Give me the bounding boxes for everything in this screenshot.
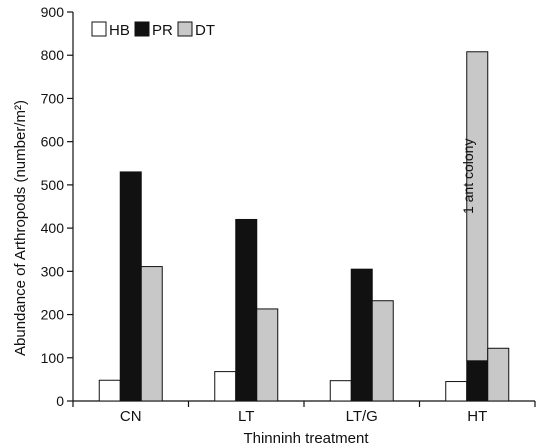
y-tick-label: 0 — [56, 393, 64, 409]
x-axis-title: Thinninh treatment — [243, 430, 369, 447]
x-tick-label: LT/G — [346, 408, 378, 425]
bar-pr — [235, 218, 258, 402]
legend-swatch-hb — [91, 21, 107, 37]
legend: HB PR DT — [91, 21, 215, 39]
y-tick-label: 400 — [41, 220, 65, 236]
bar-dt — [487, 347, 510, 402]
y-tick-label: 800 — [41, 47, 65, 63]
bar-pr — [119, 171, 142, 402]
y-tick-label: 500 — [41, 177, 65, 193]
x-tick-label: LT — [238, 408, 254, 425]
legend-label-hb: HB — [109, 22, 130, 39]
bar-hb — [445, 381, 468, 402]
y-tick-label: 100 — [41, 350, 65, 366]
x-tick-label: CN — [120, 408, 142, 425]
legend-label-pr: PR — [152, 22, 173, 39]
y-tick-label: 300 — [41, 263, 65, 279]
y-tick-label: 200 — [41, 307, 65, 323]
y-tick-label: 600 — [41, 134, 65, 150]
bar-pr — [466, 360, 489, 402]
bar-hb — [214, 371, 237, 402]
y-tick-label: 700 — [41, 90, 65, 106]
bar-segment-dt — [466, 51, 489, 362]
bar-dt — [371, 300, 394, 402]
annotation-label: 1 ant colony — [460, 139, 476, 215]
bar-hb — [98, 379, 121, 402]
bar-dt — [256, 308, 279, 402]
legend-swatch-pr — [134, 21, 150, 37]
legend-swatch-dt — [177, 21, 193, 37]
y-axis-title: Abundance of Arthropods (number/m²) — [12, 100, 29, 356]
y-tick-label: 900 — [41, 4, 65, 20]
x-axis: CN LT LT/G HT — [72, 400, 536, 425]
bar-pr — [350, 268, 373, 402]
y-axis: 0 100 200 300 400 500 600 700 800 900 — [41, 4, 74, 409]
x-tick-label: HT — [467, 408, 487, 425]
bars — [98, 51, 510, 402]
bar-dt — [140, 266, 163, 402]
legend-label-dt: DT — [195, 22, 215, 39]
bar-hb — [329, 380, 352, 402]
